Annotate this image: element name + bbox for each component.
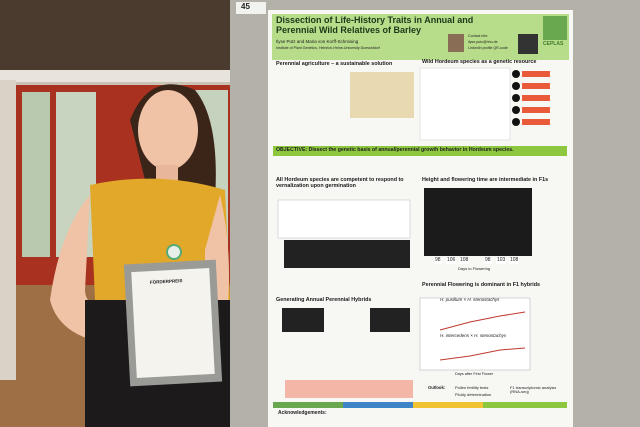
figure-label: 98 bbox=[484, 257, 492, 264]
outlook-item: Ploidy determination bbox=[455, 392, 492, 397]
section-heading: All Hordeum species are competent to res… bbox=[276, 177, 404, 189]
contact: LinkedIn profile QR-code bbox=[468, 46, 508, 50]
section-heading: Perennial agriculture – a sustainable so… bbox=[276, 61, 393, 67]
section-heading: Height and flowering time are intermedia… bbox=[422, 177, 549, 183]
affiliation: Institute of Plant Genetics, Heinrich-He… bbox=[276, 46, 380, 50]
outlook-item: F1 transcriptomic analysis (RNA-seq) bbox=[510, 385, 557, 395]
contact: ilyse.putz@hhu.de bbox=[468, 40, 498, 44]
objective: OBJECTIVE: Dissect the genetic basis of … bbox=[276, 147, 514, 153]
section-heading: Generating Annual Perennial Hybrids bbox=[276, 297, 372, 303]
board-number: 45 bbox=[241, 2, 250, 11]
figure-label: 98 bbox=[434, 257, 442, 264]
poster-title: Dissection of Life-History Traits in Ann… bbox=[276, 15, 474, 35]
figure-label: 103 bbox=[496, 257, 507, 264]
section-heading: Perennial Flowering is dominant in F1 hy… bbox=[422, 282, 541, 288]
outlook: Outlook: bbox=[428, 385, 446, 390]
acknowledgements: Acknowledgements: bbox=[278, 410, 327, 416]
figure-label: H. intercedens × H. stenostachys bbox=[440, 333, 507, 338]
figure-label: H. pusillum × H. stenostachys bbox=[440, 297, 500, 302]
figure-label: 108 bbox=[509, 257, 520, 264]
figure-label: Days after First Flower bbox=[455, 372, 494, 376]
section-heading: Wild Hordeum species as a genetic resour… bbox=[422, 59, 537, 65]
figure-label: 106 bbox=[446, 257, 457, 264]
contact: Contact info: bbox=[468, 34, 489, 38]
figure-label: Days to Flowering bbox=[458, 266, 491, 271]
figure-label: 108 bbox=[459, 257, 470, 264]
authors: Ilyse Putz and Maria von Korff-Schmising bbox=[276, 39, 359, 44]
logo: CEPLAS bbox=[543, 41, 564, 47]
outlook-item: Pollen fertility tests bbox=[455, 385, 489, 390]
